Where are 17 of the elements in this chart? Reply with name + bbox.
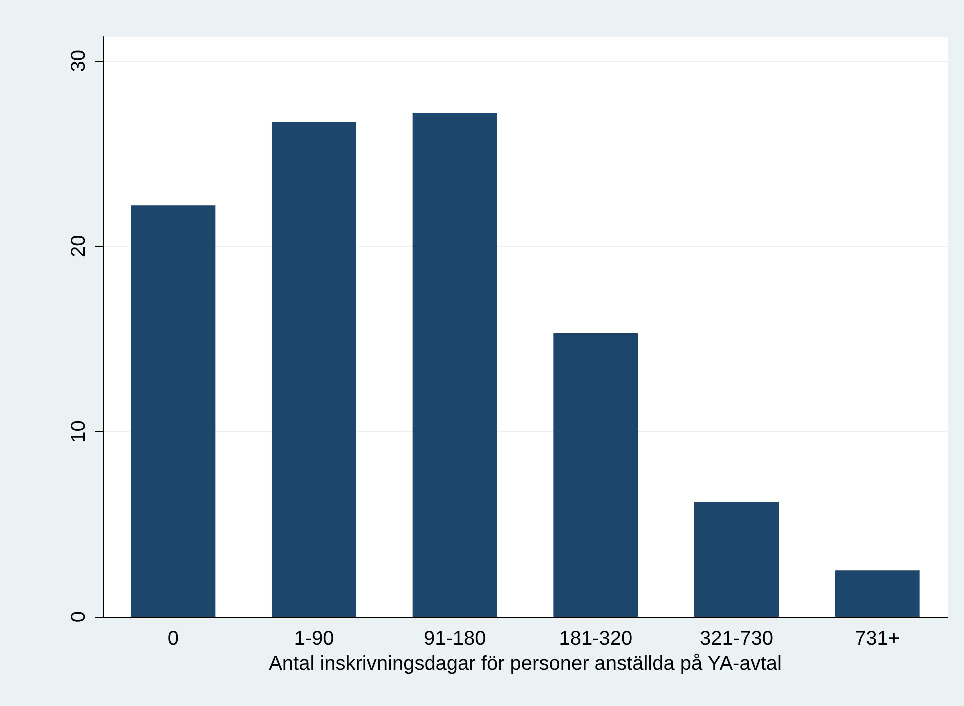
bar bbox=[131, 206, 216, 617]
y-tick-label: 30 bbox=[68, 50, 90, 72]
y-tick-label: 20 bbox=[68, 235, 90, 258]
bar bbox=[272, 122, 356, 617]
x-tick-label: 91-180 bbox=[424, 628, 486, 650]
bar bbox=[554, 333, 638, 617]
x-tick-label: 181-320 bbox=[559, 628, 633, 650]
x-axis-title: Antal inskrivningsdagar för personer anställda på YA-avtal bbox=[269, 652, 782, 675]
bar bbox=[835, 570, 920, 617]
x-tick-label: 321-730 bbox=[700, 628, 774, 650]
bar bbox=[412, 112, 498, 617]
y-tick-label: 0 bbox=[68, 611, 90, 623]
x-tick-label: 731+ bbox=[855, 628, 900, 650]
x-tick-label: 0 bbox=[168, 628, 179, 650]
x-tick-label: 1-90 bbox=[294, 628, 334, 650]
y-tick-label: 10 bbox=[68, 420, 90, 443]
bar bbox=[694, 502, 779, 617]
